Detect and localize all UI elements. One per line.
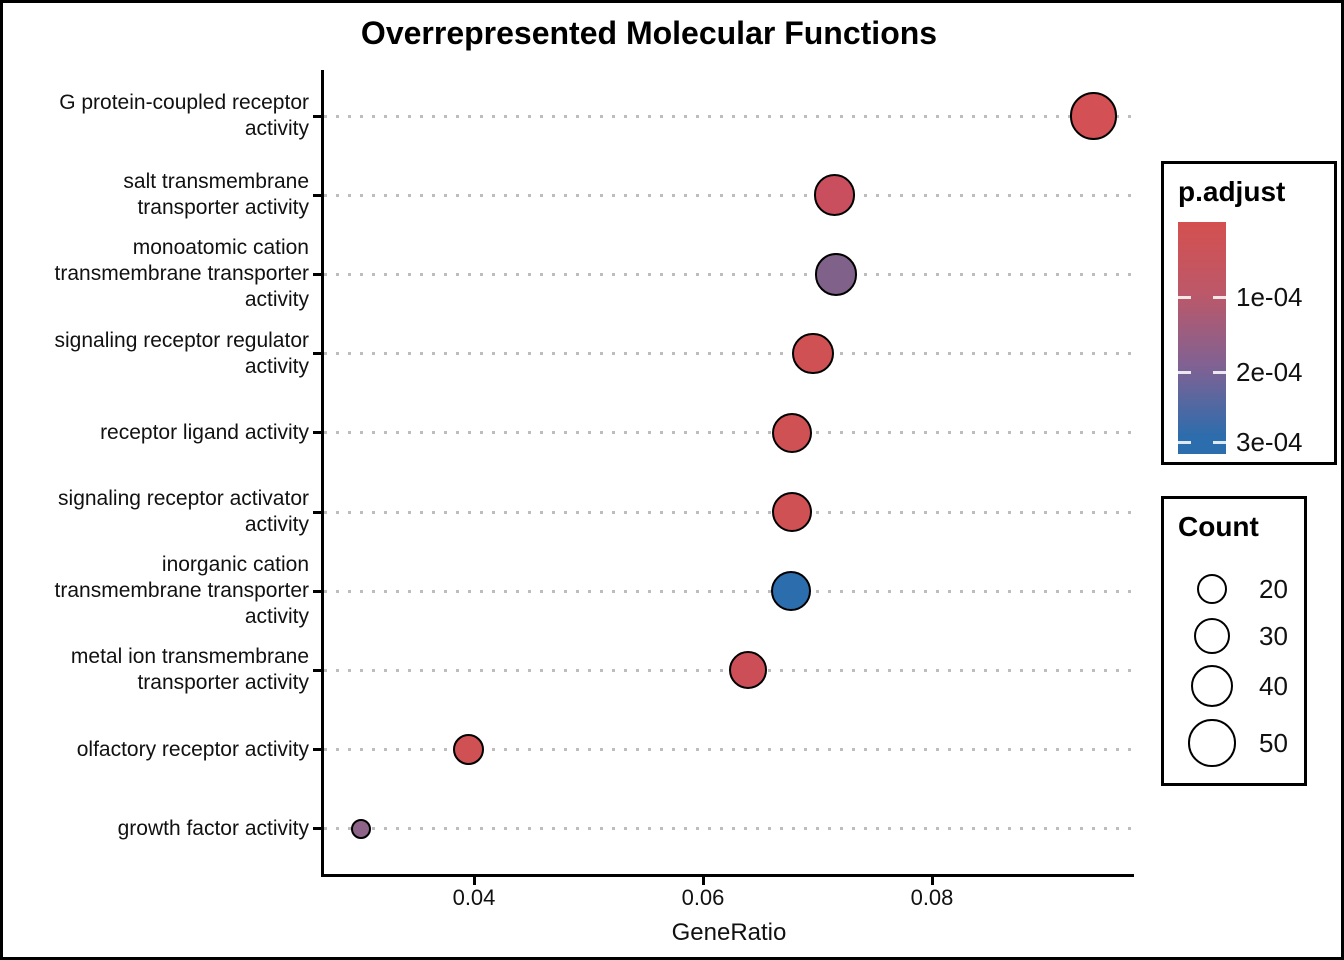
category-label: monoatomic cation transmembrane transpor… (54, 236, 309, 312)
data-point (1069, 92, 1118, 140)
category-label: G protein-coupled receptor activity (59, 91, 309, 140)
data-point (772, 491, 813, 533)
grid-line (324, 193, 1131, 197)
data-point (350, 818, 371, 839)
count-legend-label: 30 (1259, 620, 1288, 651)
data-point (772, 412, 813, 453)
count-legend-label: 50 (1259, 727, 1288, 758)
p-adjust-legend: p.adjust 1e-04 2e-04 3e-04 (1161, 161, 1337, 465)
x-tick-label: 0.04 (452, 885, 496, 910)
category-label: metal ion transmembrane transporter acti… (70, 645, 309, 695)
x-axis-tick (930, 877, 934, 885)
y-axis-tick (313, 510, 321, 514)
count-legend-circle (1188, 719, 1236, 767)
x-axis-tick (472, 877, 476, 885)
data-point (813, 174, 856, 216)
grid-line (324, 668, 1131, 672)
count-legend-title: Count (1178, 511, 1259, 542)
y-axis-tick (313, 352, 321, 356)
category-label: inorganic cation transmembrane transport… (54, 553, 309, 629)
data-point (792, 332, 834, 375)
y-axis-tick (313, 589, 321, 593)
data-point (452, 733, 485, 766)
count-legend-circle (1193, 617, 1231, 655)
grid-line (324, 827, 1131, 831)
y-axis-tick (313, 668, 321, 672)
p-adjust-legend-title: p.adjust (1178, 176, 1286, 207)
y-axis-tick (313, 748, 321, 752)
category-label: growth factor activity (117, 816, 309, 840)
gradient-tick-right (1213, 370, 1226, 374)
data-point (814, 253, 858, 296)
y-axis-tick (313, 193, 321, 197)
grid-line (324, 431, 1131, 435)
p-adjust-gradient-bar (1178, 222, 1226, 454)
grid-line (324, 510, 1131, 514)
x-axis-tick (701, 877, 705, 885)
data-point (728, 651, 767, 690)
plot-panel (321, 70, 1134, 877)
count-legend-circle (1190, 664, 1234, 708)
grid-line (324, 272, 1131, 276)
data-point (771, 571, 812, 612)
gradient-tick-right (1213, 296, 1226, 300)
count-legend-label: 40 (1259, 670, 1288, 701)
grid-line (324, 748, 1131, 752)
p-adjust-tick-label: 2e-04 (1236, 356, 1303, 387)
grid-line (324, 114, 1131, 118)
y-axis-tick (313, 827, 321, 831)
x-tick-label: 0.06 (681, 885, 725, 910)
chart-title: Overrepresented Molecular Functions (360, 15, 938, 51)
category-label: signaling receptor activator activity (58, 487, 309, 536)
x-axis-title: GeneRatio (671, 919, 787, 946)
count-legend-label: 20 (1259, 573, 1288, 604)
grid-line (324, 352, 1131, 356)
gradient-tick-left (1178, 296, 1191, 300)
p-adjust-tick-label: 3e-04 (1236, 427, 1303, 458)
gradient-tick-left (1178, 441, 1191, 445)
gradient-tick-left (1178, 370, 1191, 374)
gradient-tick-right (1213, 441, 1226, 445)
p-adjust-tick-label: 1e-04 (1236, 282, 1303, 313)
count-legend: Count 20 30 40 50 (1161, 496, 1307, 786)
x-tick-label: 0.08 (910, 885, 954, 910)
y-axis-tick (313, 114, 321, 118)
grid-line (324, 589, 1131, 593)
count-legend-circle (1196, 573, 1228, 605)
category-label: olfactory receptor activity (76, 737, 309, 761)
category-label: salt transmembrane transporter activity (123, 170, 309, 220)
y-axis-tick (313, 272, 321, 276)
y-axis-tick (313, 431, 321, 435)
category-label: signaling receptor regulator activity (54, 328, 309, 378)
category-label: receptor ligand activity (100, 420, 309, 444)
